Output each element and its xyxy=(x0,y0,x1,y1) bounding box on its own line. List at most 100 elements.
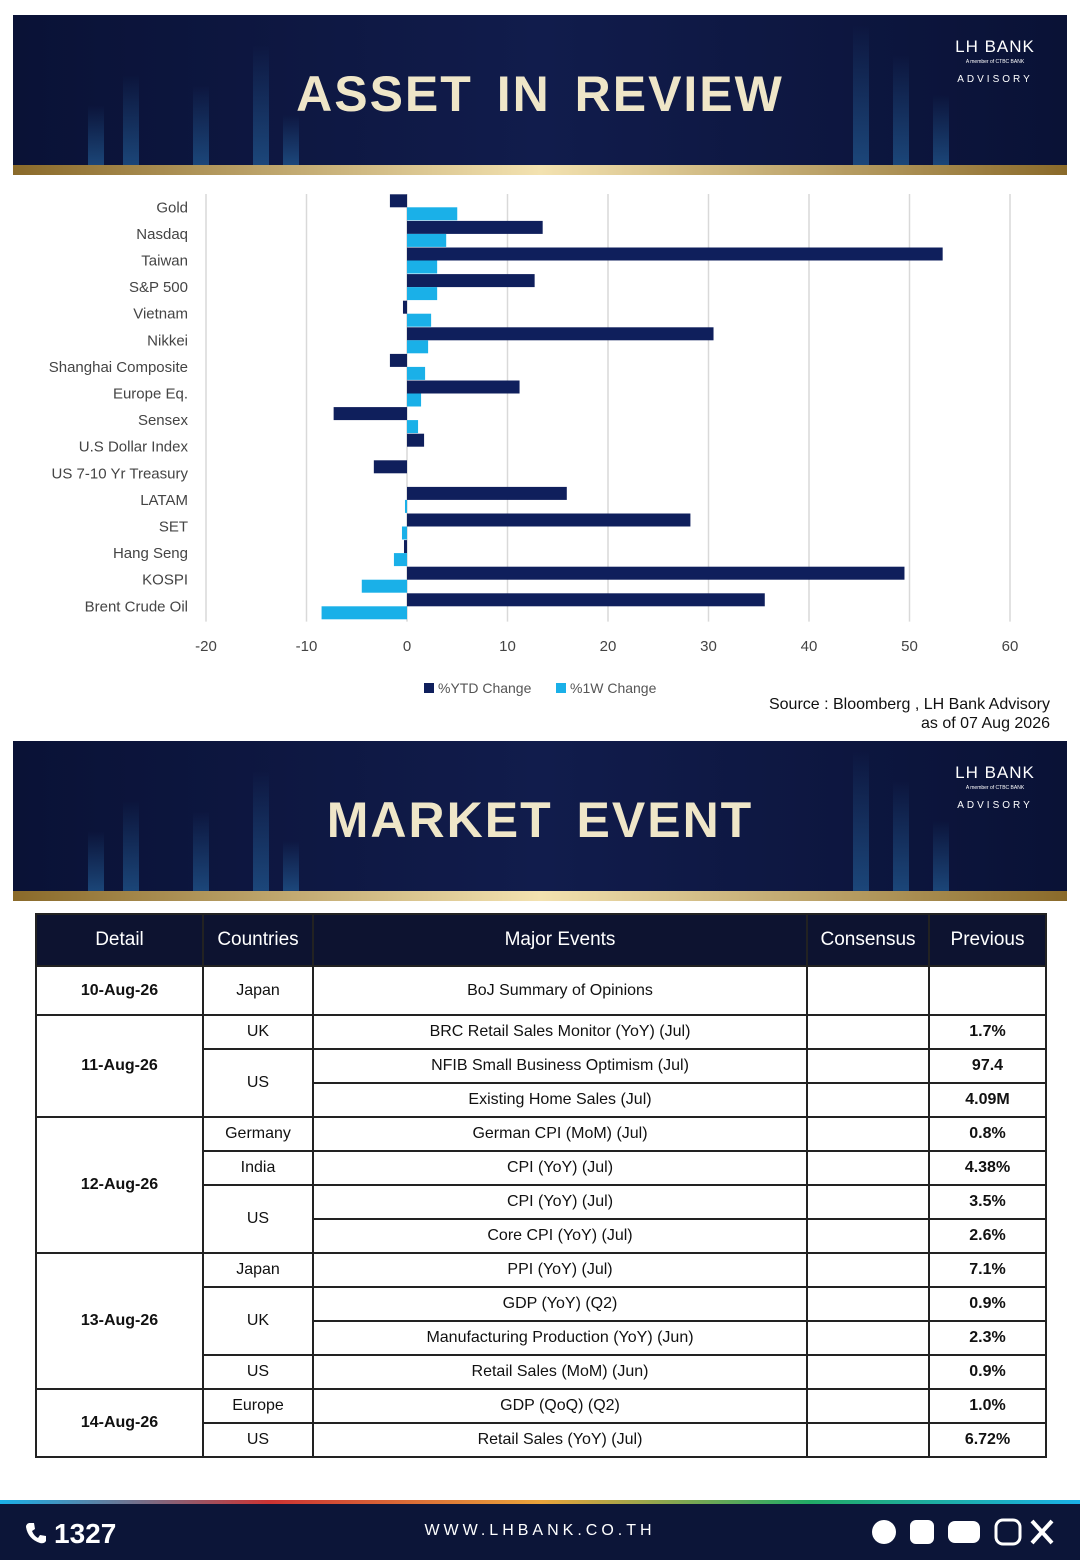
header-banner: ASSET IN REVIEW LH BANK A member of CTBC… xyxy=(13,15,1067,175)
bar xyxy=(407,233,447,247)
bar xyxy=(407,207,458,221)
y-tick-label: US 7-10 Yr Treasury xyxy=(52,465,189,482)
instagram-icon[interactable] xyxy=(994,1518,1022,1546)
date-cell: 12-Aug-26 xyxy=(35,1116,204,1254)
legend-label: %1W Change xyxy=(570,680,657,696)
bar xyxy=(389,353,407,367)
date-cell: 10-Aug-26 xyxy=(35,965,204,1016)
consensus-cell xyxy=(806,1286,930,1322)
bar xyxy=(402,300,407,314)
date-cell: 14-Aug-26 xyxy=(35,1388,204,1458)
country-cell: UK xyxy=(202,1014,314,1050)
consensus-cell xyxy=(806,1320,930,1356)
events-table: Detail Countries Major Events Consensus Prev… xyxy=(35,913,1047,1458)
x-tick-label: -20 xyxy=(195,638,217,655)
y-tick-label: U.S Dollar Index xyxy=(79,439,189,456)
date-cell: 11-Aug-26 xyxy=(35,1014,204,1118)
country-cell: Japan xyxy=(202,965,314,1016)
x-tick-label: 60 xyxy=(1002,638,1019,655)
event-cell: Existing Home Sales (Jul) xyxy=(312,1082,808,1118)
bar xyxy=(393,553,407,567)
bar xyxy=(407,247,943,261)
previous-cell: 7.1% xyxy=(928,1252,1047,1288)
bar xyxy=(403,540,407,554)
x-tick-label: 10 xyxy=(499,638,516,655)
logo-tag: ADVISORY xyxy=(957,800,1033,811)
event-cell: GDP (YoY) (Q2) xyxy=(312,1286,808,1322)
event-cell: CPI (YoY) (Jul) xyxy=(312,1184,808,1220)
previous-cell xyxy=(928,965,1047,1016)
line-icon[interactable] xyxy=(910,1520,934,1544)
y-tick-label: Shanghai Composite xyxy=(49,359,188,376)
bar xyxy=(407,380,520,394)
consensus-cell xyxy=(806,1014,930,1050)
bar xyxy=(407,287,438,301)
previous-cell: 4.38% xyxy=(928,1150,1047,1186)
bar xyxy=(407,340,429,354)
social-icons xyxy=(872,1518,1054,1546)
event-cell: German CPI (MoM) (Jul) xyxy=(312,1116,808,1152)
y-tick-label: Nasdaq xyxy=(136,226,188,243)
table-row: US Retail Sales (YoY) (Jul) 6.72% xyxy=(36,1422,1047,1458)
table-row: US Retail Sales (MoM) (Jun) 0.9% xyxy=(36,1354,1047,1390)
y-tick-label: Nikkei xyxy=(147,332,188,349)
event-cell: Core CPI (YoY) (Jul) xyxy=(312,1218,808,1254)
previous-cell: 3.5% xyxy=(928,1184,1047,1220)
consensus-cell xyxy=(806,1218,930,1254)
x-icon[interactable] xyxy=(1030,1519,1054,1545)
logo-text: LH BANK xyxy=(955,37,1035,56)
y-tick-label: Brent Crude Oil xyxy=(85,598,188,615)
table-row: 14-Aug-26 Europe GDP (QoQ) (Q2) 1.0% xyxy=(35,1388,1047,1458)
bar xyxy=(333,407,407,421)
consensus-cell xyxy=(806,965,930,1016)
previous-cell: 2.3% xyxy=(928,1320,1047,1356)
bar xyxy=(401,526,407,540)
table-row: US NFIB Small Business Optimism (Jul) 97.4 xyxy=(36,1048,1047,1118)
previous-cell: 0.9% xyxy=(928,1286,1047,1322)
table-row: 12-Aug-26 Germany German CPI (MoM) (Jul) 0.… xyxy=(35,1116,1047,1254)
table-row: 13-Aug-26 Japan PPI (YoY) (Jul) 7.1% xyxy=(35,1252,1047,1390)
bar xyxy=(389,194,407,208)
y-tick-label: Vietnam xyxy=(133,306,188,323)
y-tick-label: S&P 500 xyxy=(129,279,188,296)
header-cell: Detail xyxy=(35,913,204,967)
legend-label: %YTD Change xyxy=(438,680,532,696)
previous-cell: 97.4 xyxy=(928,1048,1047,1084)
country-cell: Germany xyxy=(202,1116,314,1152)
facebook-icon[interactable] xyxy=(872,1520,896,1544)
event-cell: Manufacturing Production (YoY) (Jun) xyxy=(312,1320,808,1356)
x-tick-label: -10 xyxy=(296,638,318,655)
bar xyxy=(407,593,765,607)
event-cell: PPI (YoY) (Jul) xyxy=(312,1252,808,1288)
phone-number: 1327 xyxy=(54,1518,117,1549)
bar xyxy=(361,579,407,593)
y-tick-label: Europe Eq. xyxy=(113,386,188,403)
country-cell: UK xyxy=(202,1286,314,1356)
logo-sub: A member of CTBC BANK xyxy=(965,785,1025,791)
table-row: 10-Aug-26 Japan BoJ Summary of Opinions xyxy=(35,965,1047,1016)
table-row: US CPI (YoY) (Jul) 3.5% xyxy=(36,1184,1047,1254)
header-row: Detail Countries Major Events Consensus Prev… xyxy=(35,913,1047,967)
logo-tag: ADVISORY xyxy=(957,74,1033,85)
y-tick-label: Hang Seng xyxy=(113,545,188,562)
youtube-icon[interactable] xyxy=(948,1521,980,1543)
bar xyxy=(407,393,422,407)
event-cell: NFIB Small Business Optimism (Jul) xyxy=(312,1048,808,1084)
consensus-cell xyxy=(806,1388,930,1424)
previous-cell: 0.8% xyxy=(928,1116,1047,1152)
consensus-cell xyxy=(806,1422,930,1458)
country-cell: US xyxy=(202,1422,314,1458)
country-cell: US xyxy=(202,1184,314,1254)
legend-swatch xyxy=(556,683,566,693)
table-row: India CPI (YoY) (Jul) 4.38% xyxy=(36,1150,1047,1186)
footer: 1327 WWW.LHBANK.CO.TH xyxy=(0,1500,1080,1560)
x-tick-label: 40 xyxy=(801,638,818,655)
table-row: 11-Aug-26 UK BRC Retail Sales Monitor (YoY… xyxy=(35,1014,1047,1118)
previous-cell: 4.09M xyxy=(928,1082,1047,1118)
table-row: Core CPI (YoY) (Jul) 2.6% xyxy=(36,1218,1047,1254)
previous-cell: 1.0% xyxy=(928,1388,1047,1424)
previous-cell: 6.72% xyxy=(928,1422,1047,1458)
y-tick-label: Gold xyxy=(156,199,188,216)
bar xyxy=(407,274,535,288)
section-title: MARKET EVENT xyxy=(326,792,754,848)
